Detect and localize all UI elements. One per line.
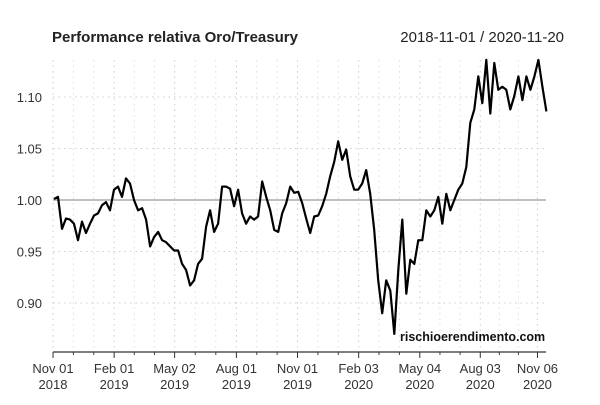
x-tick-year: 2019 (222, 377, 251, 392)
chart-title: Performance relativa Oro/Treasury (52, 29, 299, 46)
x-tick-year: 2020 (405, 377, 434, 392)
y-axis: 0.90 0.95 1.00 1.05 1.10 (17, 90, 42, 311)
x-tick-year: 2019 (160, 377, 189, 392)
y-tick-label: 1.10 (17, 90, 42, 105)
y-tick-label: 0.90 (17, 296, 42, 311)
y-tick-label: 1.05 (17, 142, 42, 157)
x-tick-label: Feb 03 (338, 361, 378, 376)
x-tick-year: 2020 (523, 377, 552, 392)
x-tick-year: 2020 (466, 377, 495, 392)
x-tick-year: 2018 (39, 377, 68, 392)
grid (52, 60, 546, 348)
x-tick-label: Feb 01 (94, 361, 134, 376)
x-tick-label: Aug 01 (216, 361, 257, 376)
y-tick-label: 0.95 (17, 245, 42, 260)
series-line (53, 58, 548, 335)
x-tick-year: 2019 (100, 377, 129, 392)
x-tick-label: May 02 (153, 361, 196, 376)
x-tick-year: 2020 (344, 377, 373, 392)
watermark: rischioerendimento.com (400, 330, 545, 344)
date-range: 2018-11-01 / 2020-11-20 (400, 29, 564, 46)
x-tick-label: Nov 01 (32, 361, 73, 376)
y-tick-label: 1.00 (17, 193, 42, 208)
x-tick-label: Aug 03 (460, 361, 501, 376)
x-tick-year: 2019 (283, 377, 312, 392)
x-tick-label: Nov 06 (517, 361, 558, 376)
x-tick-label: Nov 01 (277, 361, 318, 376)
x-tick-label: May 04 (398, 361, 441, 376)
